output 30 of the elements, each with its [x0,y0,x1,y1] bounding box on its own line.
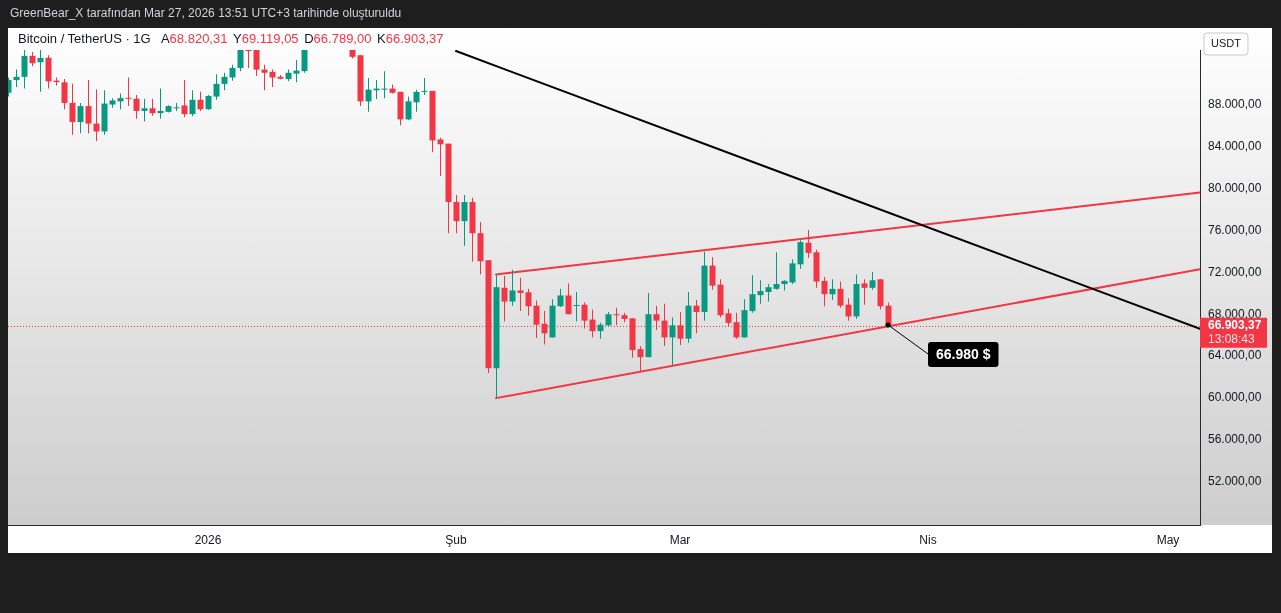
y-tick-label: 88.000,00 [1208,96,1262,111]
candlestick [421,78,428,95]
y-tick-label: 60.000,00 [1208,390,1262,405]
text: 13:08:43 [1208,332,1256,347]
y-axis-title: USDT [1211,37,1242,50]
candlestick [37,50,44,92]
y-tick-label: 52.000,00 [1208,474,1262,489]
text: GreenBear_X tarafından Mar 27, 2026 13:51 UTC+3 tarihinde oluşturuldu [10,6,402,21]
y-tick-label: 80.000,00 [1208,180,1262,195]
annotation: 66.980 $ [936,345,991,362]
candlestick [125,77,132,107]
chart-subtitle: A68.820,31 Y69.119,05 D66.789,00 K66.903,37 [160,30,444,46]
y-tick-label: 84.000,00 [1208,138,1262,153]
x-tick-label: 2026 [194,532,222,547]
x-tick-label: Mar [669,532,691,547]
candlestick [157,88,164,119]
chart-title: Bitcoin / TetherUS · 1G [18,30,151,46]
candlestick [573,292,580,322]
y-tick-label: 64.000,00 [1208,348,1262,363]
y-tick-label: 72.000,00 [1208,264,1262,279]
y-tick-label: 68.000,00 [1208,306,1262,321]
x-tick-label: Nis [919,532,937,547]
x-tick-label: May [1156,532,1180,547]
ref-line-label: 66.903,37 [1208,318,1262,333]
x-tick-label: Şub [445,532,467,547]
y-tick-label: 76.000,00 [1208,222,1262,237]
candlestick [517,277,524,312]
y-tick-label: 56.000,00 [1208,432,1262,447]
candlestick [381,71,388,99]
candlestick [245,50,252,68]
